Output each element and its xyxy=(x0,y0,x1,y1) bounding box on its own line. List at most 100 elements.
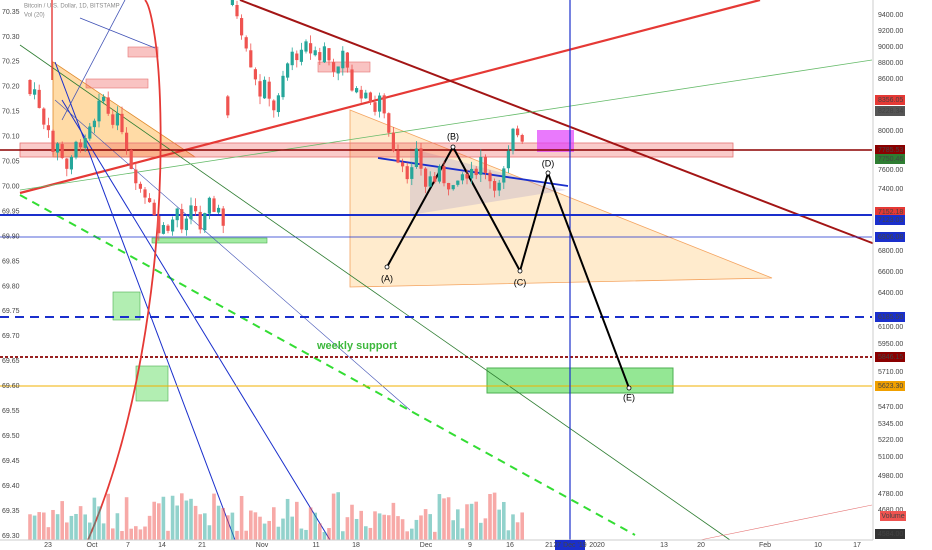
candle-body xyxy=(276,95,280,113)
price-badge-label: 5846.15 xyxy=(878,354,903,361)
candle-body xyxy=(378,95,382,112)
volume-bar xyxy=(290,516,294,540)
candle-body xyxy=(410,167,414,179)
volume-bar xyxy=(166,530,170,540)
price-badge xyxy=(875,95,905,105)
volume-badge xyxy=(880,511,906,521)
price-badge xyxy=(875,106,905,116)
right-axis-label: 6100.00 xyxy=(878,324,903,331)
time-axis-label: 7 xyxy=(126,542,130,549)
volume-bar xyxy=(193,505,198,540)
volume-bar xyxy=(124,497,129,540)
candle-body xyxy=(138,183,142,189)
left-axis-label: 69.65 xyxy=(2,358,20,365)
right-axis-label: 5100.00 xyxy=(878,454,903,461)
candle-body xyxy=(152,202,156,216)
right-axis-label: 8000.00 xyxy=(878,128,903,135)
right-axis-label: 4980.00 xyxy=(878,473,903,480)
price-badge-label: 4584.00 xyxy=(878,531,903,538)
candle-body xyxy=(207,197,211,214)
volume-bar xyxy=(46,527,51,540)
volume-bar xyxy=(281,518,285,540)
left-axis-label: 69.55 xyxy=(2,408,20,415)
time-axis-label: Nov xyxy=(256,542,269,549)
candle-body xyxy=(309,43,313,54)
candle-body xyxy=(92,120,96,128)
candle-body xyxy=(456,180,460,185)
volume-bar xyxy=(92,497,97,540)
right-axis-label: 8800.00 xyxy=(878,60,903,67)
time-axis-label: 13 xyxy=(660,542,668,549)
time-axis-label: 2020 xyxy=(589,542,605,549)
candle-body xyxy=(161,225,165,234)
candle-body xyxy=(74,141,78,158)
candle-body xyxy=(437,166,441,182)
volume-bar xyxy=(350,504,354,540)
volume-bar xyxy=(295,501,299,540)
candle-body xyxy=(221,208,225,226)
candle-body xyxy=(129,150,133,169)
volume-bar xyxy=(410,528,414,540)
left-axis-label: 69.95 xyxy=(2,208,20,215)
right-axis-label: 7600.00 xyxy=(878,167,903,174)
volume-bar xyxy=(249,510,253,540)
volume-bar xyxy=(354,518,359,540)
volume-bar xyxy=(511,514,515,540)
candle-body xyxy=(102,96,106,102)
candle-body xyxy=(106,97,110,114)
volume-bar xyxy=(272,507,276,540)
price-badge xyxy=(875,215,905,225)
candle-body xyxy=(419,148,423,169)
volume-bar xyxy=(258,516,262,540)
right-axis-label: 8600.00 xyxy=(878,76,903,83)
price-badge-label: 7750.46 xyxy=(878,156,903,163)
left-axis-label: 69.30 xyxy=(2,533,20,540)
volume-bar xyxy=(368,527,373,540)
drawings xyxy=(0,0,881,541)
volume-bar xyxy=(318,523,322,540)
right-axis-label: 5220.00 xyxy=(878,437,903,444)
candle-body xyxy=(313,50,317,56)
time-axis-label: 9 xyxy=(468,542,472,549)
candle-body xyxy=(424,168,428,187)
cursor-badge xyxy=(555,540,585,550)
volume-bar xyxy=(235,530,239,540)
volume-bar xyxy=(479,522,483,540)
right-axis-label: 6600.00 xyxy=(878,269,903,276)
volume-bar xyxy=(336,492,340,540)
volume-bar xyxy=(446,497,451,540)
volume-bar xyxy=(253,512,258,540)
left-axis-label: 70.30 xyxy=(2,34,20,41)
left-axis-label: 70.10 xyxy=(2,134,20,141)
volume-bar xyxy=(391,502,396,540)
price-badge-label: 6906.08 xyxy=(878,234,903,241)
price-axis-bg xyxy=(873,0,932,550)
left-axis-label: 70.00 xyxy=(2,183,20,190)
right-axis-label: 7400.00 xyxy=(878,186,903,193)
volume-bar xyxy=(520,512,524,540)
volume-bar xyxy=(51,509,55,540)
price-badge xyxy=(875,154,905,164)
volume-bar xyxy=(488,494,492,540)
time-axis-label: 21 xyxy=(198,542,206,549)
weekly-support-label: weekly support xyxy=(316,340,397,352)
left-axis-label: 70.15 xyxy=(2,109,20,116)
volume-bar xyxy=(387,515,391,540)
volume-bar xyxy=(115,513,120,540)
left-axis-label: 69.80 xyxy=(2,283,20,290)
volume-bar xyxy=(184,500,189,540)
volume-bar xyxy=(212,493,216,540)
volume-bar xyxy=(147,515,152,540)
price-badge-label: 8356.05 xyxy=(878,97,903,104)
candle-body xyxy=(355,88,359,93)
right-axis-label: 4680.00 xyxy=(878,507,903,514)
candle-body xyxy=(134,169,138,184)
candle-body xyxy=(46,125,50,131)
volume-bar xyxy=(377,513,382,540)
candle-body xyxy=(350,69,354,91)
candle-body xyxy=(336,66,340,74)
candle-body xyxy=(401,162,405,167)
candle-body xyxy=(387,113,391,133)
